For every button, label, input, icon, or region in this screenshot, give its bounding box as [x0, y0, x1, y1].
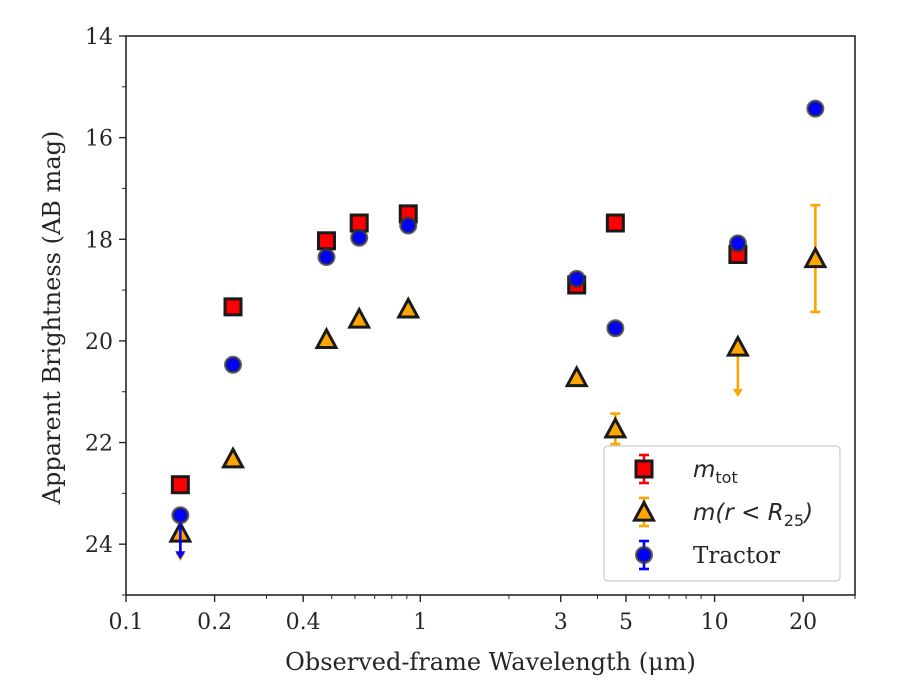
x-tick-label: 3 [554, 610, 568, 635]
legend-label: Tractor [693, 543, 780, 569]
plot-frame [125, 35, 856, 596]
legend-label-main: m [693, 457, 715, 483]
legend-entry: mtot [634, 453, 738, 487]
legend-entry: m(r < R25) [631, 496, 813, 530]
y-tick-label: 16 [85, 127, 113, 152]
legend-label: mtot [693, 457, 738, 487]
y-tick-label: 24 [85, 533, 113, 558]
x-tick-label: 1 [413, 610, 427, 635]
data-point [220, 446, 246, 469]
legend-entry: Tractor [635, 539, 780, 571]
x-tick-label: 0.1 [109, 610, 144, 635]
y-tick-label: 14 [85, 25, 113, 50]
data-point [725, 334, 750, 357]
data-point [803, 245, 828, 269]
data-point [806, 99, 825, 118]
data-point [564, 364, 589, 388]
legend-label-subscript: tot [715, 468, 737, 487]
data-point [606, 319, 625, 338]
upper-limit-arrow-head [732, 389, 743, 398]
upper-limit-arrow-head [175, 551, 186, 560]
y-tick-label: 20 [85, 330, 113, 355]
x-tick-label: 10 [701, 610, 729, 635]
legend-marker-triangle [631, 499, 657, 522]
data-point [603, 416, 628, 439]
data-point [605, 213, 625, 233]
data-point [314, 326, 339, 349]
data-point [171, 506, 190, 525]
data-point [316, 231, 336, 251]
legend-label: m(r < R25) [693, 500, 813, 530]
x-tick-label: 5 [619, 610, 633, 635]
series-circle [171, 99, 825, 560]
y-tick-label: 18 [85, 228, 113, 253]
data-point [170, 475, 190, 495]
data-marks [168, 99, 828, 562]
data-point [728, 234, 747, 253]
legend-marker-square [634, 459, 654, 479]
y-axis-label: Apparent Brightness (AB mag) [38, 131, 66, 506]
legend-label-suffix: ) [802, 500, 813, 526]
data-point [399, 216, 418, 235]
legend: mtot m(r < R25) Tractor [603, 445, 841, 582]
axes: 0.1 0.2 0.4 1 3 5 10 20 14 16 18 20 22 24 Observed-fra… [38, 25, 856, 676]
x-tick-label: 0.4 [286, 610, 321, 635]
x-axis-label: Observed-frame Wavelength (μm) [285, 648, 696, 676]
data-point [349, 213, 369, 233]
legend-label-main: m(r < R [693, 500, 784, 526]
x-tick-label: 20 [789, 610, 817, 635]
data-point [350, 228, 369, 247]
x-tick-label: 0.2 [197, 610, 232, 635]
data-point [396, 296, 421, 319]
legend-box [603, 445, 841, 582]
data-point [224, 355, 243, 374]
data-point [347, 306, 372, 329]
legend-label-subscript: 25 [784, 511, 804, 530]
data-point [223, 297, 243, 317]
legend-marker-circle [635, 546, 653, 564]
data-point [317, 248, 336, 267]
y-tick-label: 22 [85, 432, 113, 457]
data-point [567, 269, 586, 288]
